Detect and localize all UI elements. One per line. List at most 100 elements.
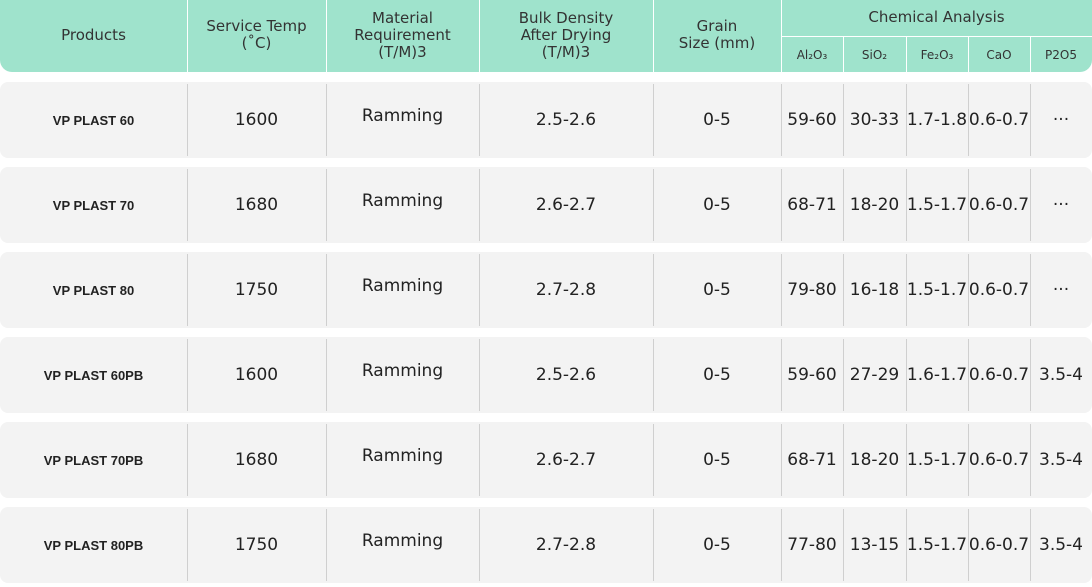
row-divider: [326, 424, 327, 496]
data-cell: 1750: [234, 280, 279, 300]
row-divider: [1030, 254, 1031, 326]
row-divider: [968, 254, 969, 326]
row-divider: [326, 84, 327, 156]
row-divider: [906, 509, 907, 581]
row-divider: [479, 84, 480, 156]
data-cell: 0.6-0.7: [968, 450, 1030, 470]
data-cell: 68-71: [787, 450, 837, 470]
data-cell: 16-18: [849, 280, 900, 300]
product-name: VP PLAST 60PB: [43, 367, 144, 383]
header-cell: Bulk Density After Drying (T/M)3: [518, 8, 614, 61]
row-divider: [187, 254, 188, 326]
data-cell: 0-5: [703, 110, 731, 130]
data-cell: ···: [1052, 110, 1070, 130]
header-divider: [906, 37, 907, 72]
row-divider: [479, 169, 480, 241]
header-divider: [781, 36, 1092, 37]
row-divider: [906, 339, 907, 411]
data-cell: 1.7-1.8: [906, 110, 968, 130]
row-divider: [968, 424, 969, 496]
subheader-cell: Fe₂O₃: [920, 48, 954, 62]
row-divider: [653, 254, 654, 326]
row-divider: [187, 84, 188, 156]
header-cell: Products: [61, 25, 126, 44]
data-cell: 1680: [234, 450, 279, 470]
data-cell: 3.5-4: [1039, 365, 1083, 385]
row-divider: [906, 169, 907, 241]
row-divider: [781, 339, 782, 411]
product-name: VP PLAST 80: [52, 282, 135, 298]
data-cell: 1.5-1.7: [906, 280, 968, 300]
subheader-cell: CaO: [986, 48, 1012, 62]
table-row: [0, 252, 1092, 328]
row-divider: [187, 424, 188, 496]
data-cell: 1600: [234, 365, 279, 385]
header-cell: Grain Size (mm): [678, 17, 756, 52]
row-divider: [653, 339, 654, 411]
row-divider: [968, 84, 969, 156]
row-divider: [843, 339, 844, 411]
data-cell: 2.6-2.7: [535, 450, 597, 470]
data-cell: 1600: [234, 110, 279, 130]
row-divider: [843, 254, 844, 326]
row-divider: [843, 424, 844, 496]
data-cell: 18-20: [849, 450, 900, 470]
data-cell: 2.5-2.6: [535, 365, 597, 385]
row-divider: [968, 509, 969, 581]
row-divider: [479, 424, 480, 496]
data-cell: 0-5: [703, 450, 731, 470]
row-divider: [968, 169, 969, 241]
subheader-cell: Al₂O₃: [796, 48, 828, 62]
data-cell: 27-29: [849, 365, 900, 385]
row-divider: [968, 339, 969, 411]
row-divider: [1030, 424, 1031, 496]
data-cell: Ramming: [361, 446, 444, 466]
row-divider: [1030, 169, 1031, 241]
data-cell: 30-33: [849, 110, 900, 130]
data-cell: 59-60: [787, 365, 837, 385]
data-cell: 1750: [234, 535, 279, 555]
row-divider: [479, 254, 480, 326]
data-cell: 18-20: [849, 195, 900, 215]
data-cell: 1.6-1.7: [906, 365, 968, 385]
data-cell: 79-80: [787, 280, 837, 300]
data-cell: 0.6-0.7: [968, 365, 1030, 385]
row-divider: [906, 84, 907, 156]
product-name: VP PLAST 70PB: [43, 452, 144, 468]
data-cell: 1680: [234, 195, 279, 215]
header-cell: Material Requirement (T/M)3: [354, 8, 451, 61]
data-cell: 0-5: [703, 195, 731, 215]
header-divider: [653, 0, 654, 72]
row-divider: [1030, 84, 1031, 156]
data-cell: 59-60: [787, 110, 837, 130]
data-cell: 0.6-0.7: [968, 280, 1030, 300]
row-divider: [479, 339, 480, 411]
data-cell: 1.5-1.7: [906, 195, 968, 215]
data-cell: 68-71: [787, 195, 837, 215]
product-name: VP PLAST 70: [52, 197, 135, 213]
data-cell: 13-15: [849, 535, 900, 555]
row-divider: [1030, 339, 1031, 411]
row-divider: [326, 509, 327, 581]
data-cell: Ramming: [361, 276, 444, 296]
group-header: Chemical Analysis: [868, 7, 1005, 26]
data-cell: 2.5-2.6: [535, 110, 597, 130]
header-divider: [326, 0, 327, 72]
data-cell: 3.5-4: [1039, 535, 1083, 555]
data-cell: 0-5: [703, 365, 731, 385]
data-cell: 3.5-4: [1039, 450, 1083, 470]
row-divider: [781, 509, 782, 581]
data-cell: ···: [1052, 195, 1070, 215]
table-row: [0, 422, 1092, 498]
row-divider: [781, 84, 782, 156]
row-divider: [906, 254, 907, 326]
data-cell: 2.7-2.8: [535, 535, 597, 555]
row-divider: [1030, 509, 1031, 581]
header-divider: [479, 0, 480, 72]
data-cell: Ramming: [361, 191, 444, 211]
row-divider: [781, 254, 782, 326]
row-divider: [187, 509, 188, 581]
row-divider: [781, 424, 782, 496]
data-cell: 0-5: [703, 535, 731, 555]
